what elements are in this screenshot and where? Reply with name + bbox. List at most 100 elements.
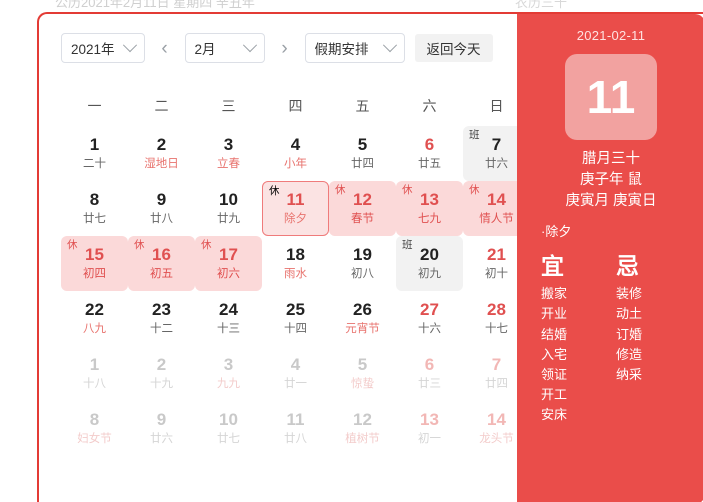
back-to-today-button[interactable]: 返回今天 (414, 34, 493, 62)
big-day-number: 11 (586, 71, 636, 123)
day-cell[interactable]: 6 廿五 (396, 126, 463, 181)
day-cell[interactable]: 6 廿三 (396, 346, 463, 401)
day-lunar-label: 十二 (150, 323, 173, 336)
holiday-select-label: 假期安排 (314, 42, 369, 57)
day-cell[interactable]: 13 初一 (396, 401, 463, 456)
weekday-header-0: 一 (87, 98, 102, 114)
day-cell[interactable]: 9 廿八 (128, 181, 195, 236)
day-cell[interactable]: 休 17 初六 (195, 236, 262, 291)
day-lunar-label: 春节 (351, 213, 374, 226)
day-number: 10 (219, 190, 238, 210)
lunar-day: 腊月三十 (582, 151, 640, 167)
day-cell[interactable]: 2 十九 (128, 346, 195, 401)
day-cell[interactable]: 28 十七 (463, 291, 530, 346)
day-number: 7 (491, 135, 502, 155)
day-detail-panel: 2021-02-11 11 腊月三十 庚子年 鼠 庚寅月 庚寅日 ·除夕 宜 搬… (517, 14, 703, 502)
festival-label: ·除夕 (541, 224, 572, 240)
day-cell[interactable]: 25 十四 (262, 291, 329, 346)
day-cell[interactable]: 休 16 初五 (128, 236, 195, 291)
day-number: 6 (424, 355, 435, 375)
year-select-label: 2021年 (71, 42, 115, 57)
month-select[interactable]: 2月 (184, 33, 265, 63)
day-cell[interactable]: 3 九九 (195, 346, 262, 401)
day-number: 27 (420, 300, 439, 320)
day-number: 5 (357, 135, 368, 155)
day-number: 7 (491, 355, 502, 375)
day-lunar-label: 二十 (83, 158, 106, 171)
day-cell[interactable]: 4 小年 (262, 126, 329, 181)
day-cell[interactable]: 2 湿地日 (128, 126, 195, 181)
day-cell[interactable]: 4 廿一 (262, 346, 329, 401)
rest-badge: 休 (335, 184, 346, 196)
day-lunar-label: 廿三 (418, 378, 441, 391)
calendar-week-row: 8 廿七 9 廿八 10 廿九 休 11 除夕 休 12 春节 休 13 七九 休 14 情人节 (61, 181, 531, 236)
day-cell[interactable]: 12 植树节 (329, 401, 396, 456)
day-cell[interactable]: 休 13 七九 (396, 181, 463, 236)
day-lunar-label: 廿九 (217, 213, 240, 226)
day-lunar-label: 初一 (418, 433, 441, 446)
day-cell[interactable]: 班 20 初九 (396, 236, 463, 291)
day-number: 11 (286, 190, 305, 210)
day-lunar-label: 廿八 (150, 213, 173, 226)
day-cell[interactable]: 10 廿七 (195, 401, 262, 456)
month-select-label: 2月 (194, 42, 216, 57)
day-cell[interactable]: 14 龙头节 (463, 401, 530, 456)
day-cell[interactable]: 9 廿六 (128, 401, 195, 456)
day-cell[interactable]: 11 廿八 (262, 401, 329, 456)
next-month-button[interactable]: › (281, 37, 288, 59)
day-number: 16 (152, 245, 171, 265)
detail-date: 2021-02-11 (576, 28, 646, 43)
day-lunar-label: 雨水 (284, 268, 307, 281)
day-cell[interactable]: 24 十三 (195, 291, 262, 346)
day-cell[interactable]: 1 二十 (61, 126, 128, 181)
yi-item: 结婚 (541, 326, 568, 342)
day-cell[interactable]: 7 廿四 (463, 346, 530, 401)
day-cell[interactable]: 10 廿九 (195, 181, 262, 236)
day-cell[interactable]: 休 15 初四 (61, 236, 128, 291)
weekday-header-3: 四 (288, 98, 303, 114)
day-cell[interactable]: 3 立春 (195, 126, 262, 181)
yi-column: 宜 搬家 开业 结婚 入宅 领证 开工 安床 (541, 253, 616, 425)
day-number: 10 (219, 410, 238, 430)
ji-item: 动土 (616, 306, 643, 322)
weekday-header-2: 三 (221, 98, 236, 114)
day-cell[interactable]: 23 十二 (128, 291, 195, 346)
yiji-section: 宜 搬家 开业 结婚 入宅 领证 开工 安床 忌 装修 动土 订婚 修造 纳采 (517, 253, 703, 425)
day-number: 1 (89, 355, 100, 375)
ji-title: 忌 (616, 253, 639, 280)
day-cell[interactable]: 18 雨水 (262, 236, 329, 291)
rest-badge: 休 (269, 185, 280, 197)
day-cell[interactable]: 21 初十 (463, 236, 530, 291)
calendar-week-row: 休 15 初四 休 16 初五 休 17 初六 18 雨水 19 初八 班 20 初九 21 初十 (61, 236, 531, 291)
prev-month-button[interactable]: ‹ (161, 37, 168, 59)
day-cell[interactable]: 休 12 春节 (329, 181, 396, 236)
day-cell[interactable]: 19 初八 (329, 236, 396, 291)
calendar-week-row: 1 十八 2 十九 3 九九 4 廿一 5 惊蛰 6 廿三 7 廿四 (61, 346, 531, 401)
day-lunar-label: 七九 (418, 213, 441, 226)
day-number: 19 (353, 245, 372, 265)
calendar-toolbar: 2021年 ‹ 2月 › 假期安排 返回今天 (61, 33, 493, 63)
day-lunar-label: 十三 (217, 323, 240, 336)
yi-list: 搬家 开业 结婚 入宅 领证 开工 安床 (541, 284, 616, 425)
day-lunar-label: 龙头节 (479, 433, 514, 446)
day-number: 9 (156, 190, 167, 210)
day-cell[interactable]: 8 妇女节 (61, 401, 128, 456)
day-cell[interactable]: 5 廿四 (329, 126, 396, 181)
yi-item: 开工 (541, 387, 568, 403)
clipped-header-strip: 公历2021年2月11日 星期四 辛丑年 农历三十 (0, 0, 703, 12)
year-select[interactable]: 2021年 (61, 33, 145, 63)
day-cell[interactable]: 8 廿七 (61, 181, 128, 236)
day-cell[interactable]: 1 十八 (61, 346, 128, 401)
day-lunar-label: 初九 (418, 268, 441, 281)
day-cell[interactable]: 27 十六 (396, 291, 463, 346)
holiday-arrangement-select[interactable]: 假期安排 (304, 33, 405, 63)
day-lunar-label: 廿五 (418, 158, 441, 171)
yi-item: 领证 (541, 366, 568, 382)
rest-badge: 休 (469, 184, 480, 196)
day-cell[interactable]: 休 11 除夕 (262, 181, 329, 236)
day-cell[interactable]: 22 八九 (61, 291, 128, 346)
day-lunar-label: 初六 (217, 268, 240, 281)
day-cell[interactable]: 5 惊蛰 (329, 346, 396, 401)
day-lunar-label: 廿一 (284, 378, 307, 391)
day-cell[interactable]: 26 元宵节 (329, 291, 396, 346)
